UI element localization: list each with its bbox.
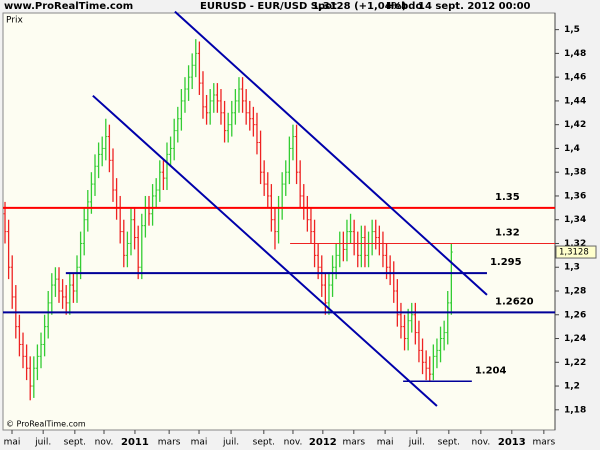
level-label: 1.204 (475, 365, 507, 376)
y-tick-label: 1,46 (564, 73, 586, 83)
y-label: Prix (6, 16, 23, 26)
x-tick-label: mars (533, 438, 556, 448)
level-label: 1.295 (490, 257, 522, 268)
x-tick-label: mai (4, 438, 21, 448)
x-tick-label: sept. (438, 438, 460, 448)
y-tick-label: 1,48 (564, 49, 586, 59)
x-tick-label: 2013 (498, 437, 526, 448)
y-tick-label: 1,22 (564, 358, 586, 368)
x-tick-label: nov. (95, 438, 114, 448)
y-tick-label: 1,2 (564, 382, 580, 392)
y-tick-label: 1,4 (564, 144, 580, 154)
x-tick-label: 2011 (121, 437, 149, 448)
y-tick-label: 1,18 (564, 405, 586, 415)
x-tick-label: sept. (64, 438, 86, 448)
y-tick-label: 1,3 (564, 263, 580, 273)
y-tick-label: 1,38 (564, 168, 586, 178)
y-tick-label: 1,5 (564, 25, 580, 35)
x-tick-label: sept. (253, 438, 275, 448)
period: Hebdo (386, 1, 422, 12)
x-tick-label: mars (158, 438, 181, 448)
level-label: 1.32 (495, 227, 520, 238)
trend-line (174, 10, 488, 296)
quote: 1,3128 (+1,04%) (312, 1, 406, 12)
y-tick-label: 1,32 (564, 239, 586, 249)
last-price-box (555, 245, 597, 259)
x-tick-label: nov. (472, 438, 491, 448)
site: www.ProRealTime.com (4, 1, 133, 12)
x-tick-label: juil. (408, 438, 425, 448)
y-tick-label: 1,28 (564, 287, 586, 297)
y-tick-label: 1,36 (564, 191, 586, 201)
y-tick-label: 1,24 (564, 334, 586, 344)
trend-line (92, 94, 438, 407)
x-tick-label: mars (342, 438, 365, 448)
level-label: 1.35 (495, 192, 520, 203)
level-label: 1.2620 (495, 296, 534, 307)
y-tick-label: 1,34 (564, 215, 586, 225)
x-tick-label: mai (191, 438, 208, 448)
y-tick-label: 1,26 (564, 310, 586, 320)
copyright: © ProRealTime.com (6, 420, 86, 429)
date: 14 sept. 2012 00:00 (418, 1, 531, 12)
x-tick-label: juil. (222, 438, 239, 448)
last-price-label: 1,3128 (559, 248, 589, 258)
x-tick-label: 2012 (309, 437, 337, 448)
x-tick-label: juil. (34, 438, 51, 448)
x-tick-label: nov. (284, 438, 303, 448)
y-tick-label: 1,44 (564, 96, 586, 106)
instrument: EURUSD - EUR/USD Spot (200, 1, 337, 12)
x-tick-label: mai (377, 438, 394, 448)
y-tick-label: 1,42 (564, 120, 586, 130)
